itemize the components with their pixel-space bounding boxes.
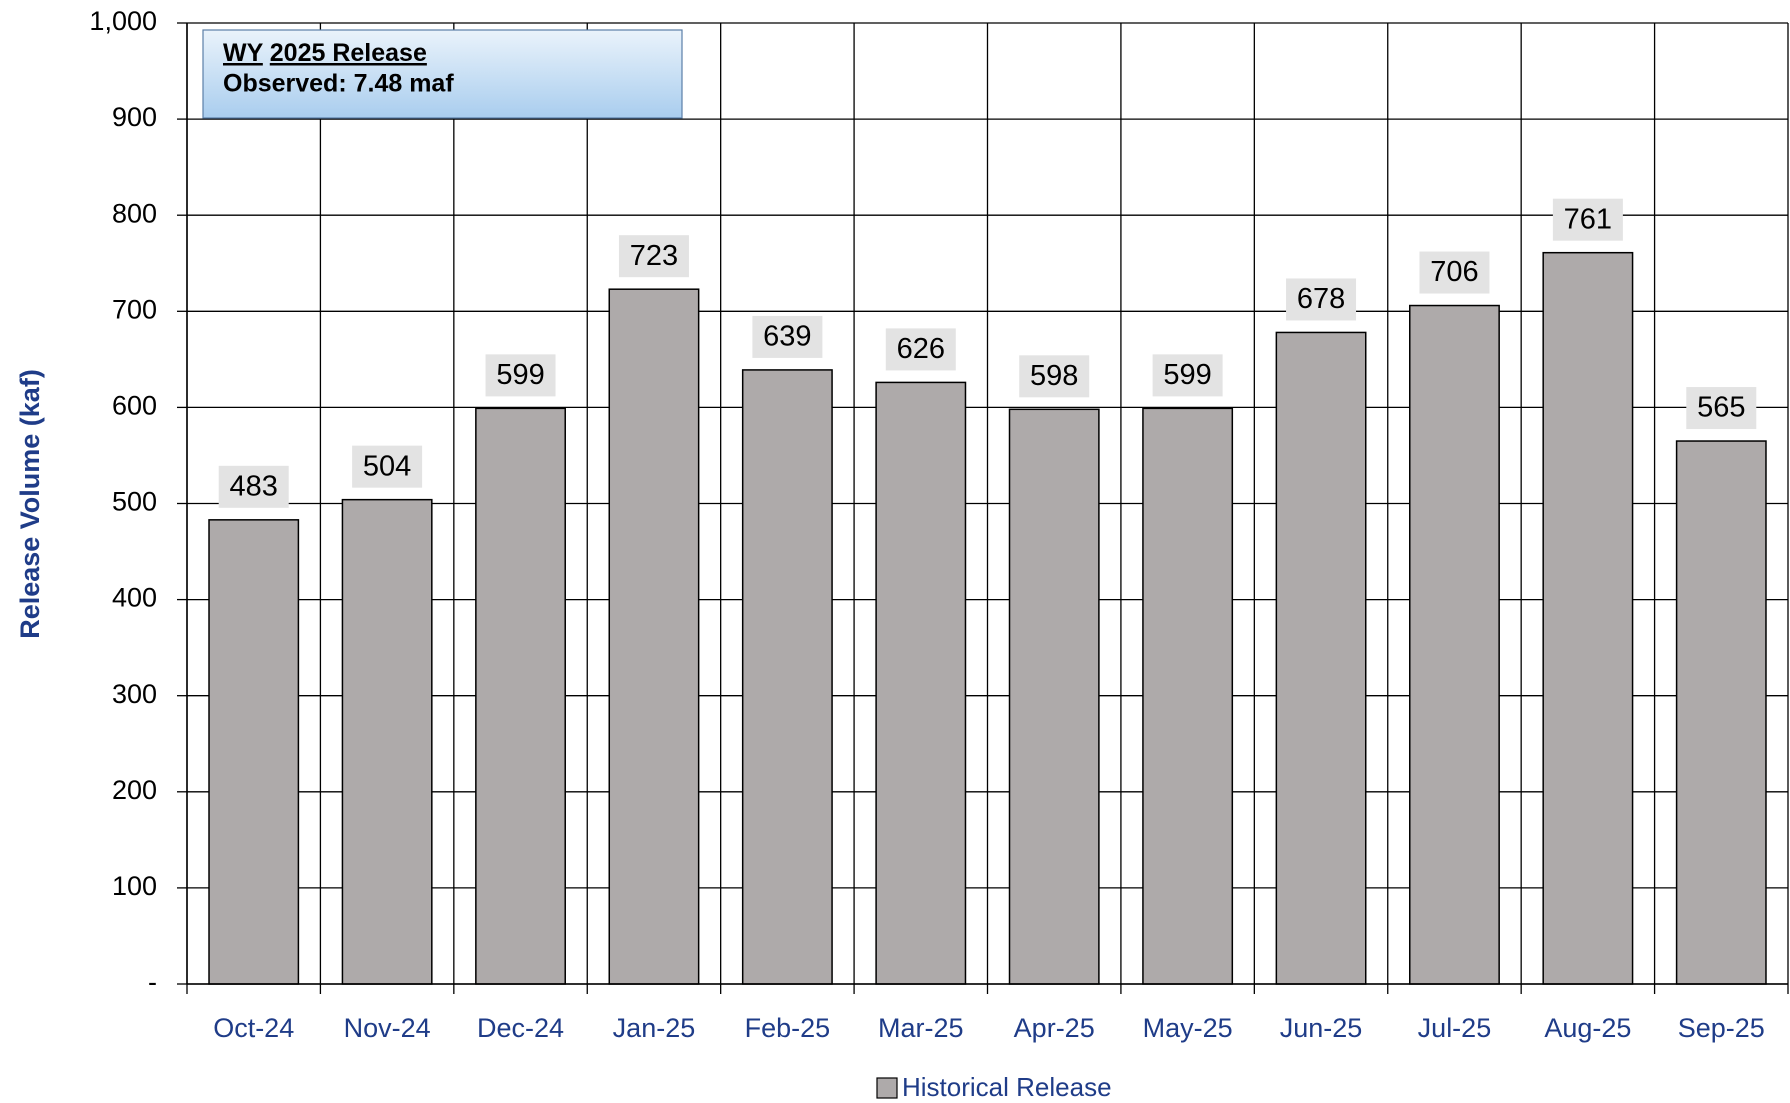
y-tick-label: 1,000	[89, 6, 157, 36]
data-label-background	[1686, 387, 1757, 430]
legend-swatch	[876, 1077, 898, 1099]
y-tick-label: 600	[112, 391, 157, 421]
data-label-background	[1286, 278, 1357, 321]
data-label: 706	[1430, 256, 1478, 288]
annotation-title: WY 2025 Release	[223, 39, 427, 67]
bar	[608, 288, 700, 985]
x-tick-label: Oct-24	[213, 1013, 294, 1043]
bar	[1542, 251, 1634, 985]
x-tick-label: Jun-25	[1280, 1013, 1363, 1043]
y-tick-label: 500	[112, 487, 157, 517]
data-label: 678	[1297, 283, 1345, 315]
y-tick-label: 100	[112, 871, 157, 901]
annotation-background	[202, 29, 683, 119]
x-tick-label: Mar-25	[878, 1013, 964, 1043]
data-label-background	[485, 354, 556, 397]
x-tick-label: Apr-25	[1014, 1013, 1095, 1043]
bar	[1008, 408, 1100, 985]
bar	[1142, 407, 1234, 985]
data-label: 626	[897, 333, 945, 365]
y-tick-label: 800	[112, 198, 157, 228]
x-tick-label: Jan-25	[613, 1013, 696, 1043]
data-label: 639	[763, 321, 811, 353]
data-label-background	[885, 328, 956, 371]
data-label: 599	[496, 359, 544, 391]
x-tick-label: Jul-25	[1418, 1013, 1492, 1043]
data-label-background	[1019, 355, 1090, 398]
data-label: 504	[363, 450, 411, 482]
x-tick-label: May-25	[1143, 1013, 1233, 1043]
data-label: 598	[1030, 360, 1078, 392]
x-tick-label: Aug-25	[1544, 1013, 1631, 1043]
bar	[475, 407, 566, 985]
data-label: 599	[1163, 359, 1211, 391]
bar	[341, 498, 433, 985]
annotation-line: Observed: 7.48 maf	[223, 70, 454, 98]
bar	[1409, 304, 1500, 985]
bar	[1675, 440, 1767, 985]
y-tick-label: 400	[112, 583, 157, 613]
y-axis-label: Release Volume (kaf)	[15, 369, 45, 639]
bar	[875, 381, 967, 985]
x-tick-label: Sep-25	[1678, 1013, 1765, 1043]
data-label-background	[1419, 251, 1490, 294]
y-tick-label: -	[148, 967, 157, 997]
annotation-title-part: 2025 Release	[270, 39, 427, 67]
data-label: 761	[1564, 203, 1612, 235]
y-tick-label: 300	[112, 679, 157, 709]
bar	[208, 519, 300, 985]
y-tick-label: 900	[112, 102, 157, 132]
data-label-background	[752, 315, 823, 358]
data-label: 723	[630, 240, 678, 272]
data-label-background	[1552, 198, 1623, 241]
bar	[1275, 331, 1367, 985]
bar	[741, 369, 833, 985]
data-label-background	[352, 445, 423, 488]
x-tick-label: Dec-24	[477, 1013, 564, 1043]
x-tick-label: Feb-25	[745, 1013, 831, 1043]
legend-label: Historical Release	[902, 1072, 1112, 1102]
data-label: 565	[1697, 392, 1745, 424]
data-label-background	[218, 465, 289, 508]
data-label-background	[618, 235, 689, 278]
data-label-background	[1152, 354, 1223, 397]
annotation-title-part: WY	[223, 39, 264, 67]
data-label: 483	[230, 470, 278, 502]
y-tick-label: 700	[112, 294, 157, 324]
annotation-box: WY 2025 Release Observed: 7.48 maf	[202, 29, 683, 119]
x-tick-label: Nov-24	[344, 1013, 431, 1043]
y-tick-label: 200	[112, 775, 157, 805]
